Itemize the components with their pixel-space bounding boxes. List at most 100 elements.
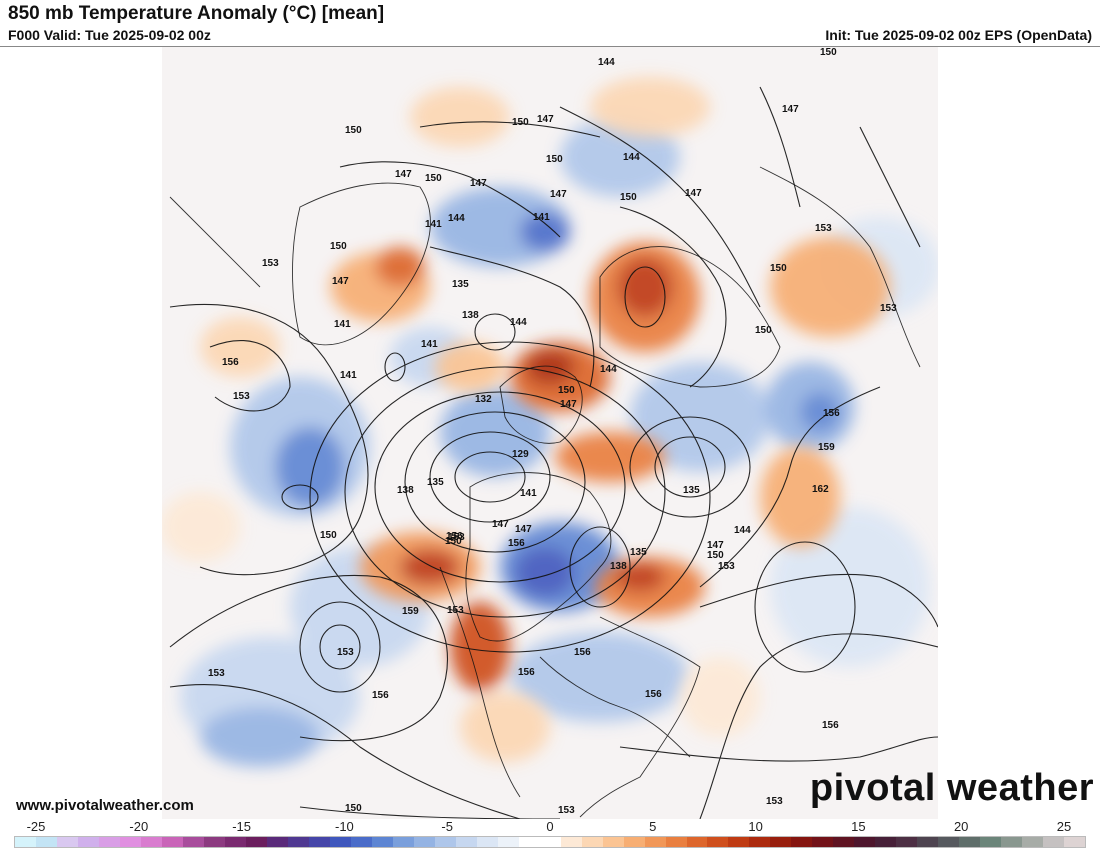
colorbar-swatch: [245, 837, 267, 847]
colorbar-swatch: [413, 837, 435, 847]
map-title: 850 mb Temperature Anomaly (°C) [mean]: [8, 3, 385, 24]
colorbar-tick: 15: [851, 819, 866, 834]
contour-label: 147: [685, 188, 702, 199]
contour-label: 150: [620, 192, 637, 203]
colorbar-swatch: [161, 837, 183, 847]
contour-label: 141: [520, 488, 537, 499]
colorbar-ticks: -25 -20 -15 -10 -5 0 5 10 15 20 25: [0, 819, 1100, 835]
contour-label: 150: [320, 530, 337, 541]
contour-label: 156: [823, 408, 840, 419]
colorbar-swatch: [770, 837, 792, 847]
contour-label: 147: [515, 524, 532, 535]
contour-label: 153: [766, 796, 783, 807]
contour-label: 147: [395, 169, 412, 180]
contour-label: 153: [880, 303, 897, 314]
colorbar-swatch: [707, 837, 729, 847]
contour-label: 150: [445, 536, 462, 547]
contour-label: 153: [337, 647, 354, 658]
contour-label: 147: [492, 519, 509, 530]
colorbar-swatch: [791, 837, 813, 847]
colorbar-swatch: [833, 837, 855, 847]
colorbar-swatch: [77, 837, 99, 847]
colorbar-tick: 25: [1056, 819, 1072, 834]
contour-label: 153: [447, 605, 464, 616]
colorbar-swatch: [56, 837, 78, 847]
contour-label: 153: [815, 223, 832, 234]
contour-label: 159: [818, 442, 835, 453]
colorbar: [14, 836, 1086, 848]
contour-label: 141: [340, 370, 357, 381]
colorbar-swatch: [980, 837, 1002, 847]
colorbar-swatch: [959, 837, 981, 847]
colorbar-tick: -5: [441, 819, 453, 834]
colorbar-swatch: [665, 837, 687, 847]
contour-label: 141: [533, 212, 550, 223]
colorbar-swatch: [938, 837, 960, 847]
contour-label: 156: [222, 357, 239, 368]
colorbar-swatch: [140, 837, 162, 847]
contour-label: 138: [397, 485, 414, 496]
contour-label: 135: [683, 485, 700, 496]
contour-label: 156: [574, 647, 591, 658]
contour-label: 156: [518, 667, 535, 678]
colorbar-swatch: [119, 837, 141, 847]
colorbar-tick: -25: [26, 819, 46, 834]
colorbar-swatch: [728, 837, 750, 847]
colorbar-swatch: [896, 837, 918, 847]
contour-label: 150: [755, 325, 772, 336]
contour-label: 144: [448, 213, 465, 224]
contour-label: 141: [334, 319, 351, 330]
contour-label: 144: [600, 364, 617, 375]
colorbar-swatch: [497, 837, 519, 847]
contour-label: 156: [822, 720, 839, 731]
colorbar-swatch: [266, 837, 288, 847]
contour-label: 153: [208, 668, 225, 679]
contour-label: 150: [345, 803, 362, 814]
colorbar-swatch: [854, 837, 876, 847]
colorbar-swatch: [35, 837, 57, 847]
colorbar-swatch: [98, 837, 120, 847]
colorbar-tick: -10: [334, 819, 354, 834]
map-canvas: 150 144 147 150 144 147 150 147 150 147 …: [162, 47, 938, 819]
colorbar-swatch: [308, 837, 330, 847]
contour-label: 156: [446, 531, 463, 542]
colorbar-swatch: [1022, 837, 1044, 847]
contour-label: 144: [623, 152, 640, 163]
contour-label: 150: [330, 241, 347, 252]
contour-label: 162: [812, 484, 829, 495]
contour-label: 153: [262, 258, 279, 269]
contour-label: 147: [550, 189, 567, 200]
colorbar-swatch: [203, 837, 225, 847]
contour-label: 129: [512, 449, 529, 460]
contour-label: 144: [734, 525, 751, 536]
brand-logo: pivotal weather: [809, 767, 1094, 809]
colorbar-swatch: [455, 837, 477, 847]
contour-label: 150: [546, 154, 563, 165]
colorbar-swatch: [392, 837, 414, 847]
colorbar-swatch: [917, 837, 939, 847]
contour-label: 156: [645, 689, 662, 700]
contour-label: 156: [372, 690, 389, 701]
contour-label: 141: [425, 219, 442, 230]
colorbar-swatch: [1043, 837, 1065, 847]
valid-time: F000 Valid: Tue 2025-09-02 00z: [8, 27, 211, 43]
contour-label: 144: [598, 57, 615, 68]
colorbar-tick: 5: [649, 819, 657, 834]
colorbar-tick: 0: [546, 819, 554, 834]
colorbar-swatch: [812, 837, 834, 847]
colorbar-swatch: [287, 837, 309, 847]
contour-label: 147: [707, 540, 724, 551]
colorbar-swatch: [15, 837, 36, 847]
contour-label: 147: [782, 104, 799, 115]
contour-label: 141: [421, 339, 438, 350]
contour-label: 150: [558, 385, 575, 396]
colorbar-tick: 10: [748, 819, 763, 834]
contour-label: 138: [462, 310, 479, 321]
contour-label: 159: [402, 606, 419, 617]
colorbar-swatch: [560, 837, 582, 847]
init-time: Init: Tue 2025-09-02 00z EPS (OpenData): [825, 27, 1092, 43]
colorbar-swatch: [476, 837, 498, 847]
colorbar-swatch: [224, 837, 246, 847]
colorbar-swatch: [434, 837, 456, 847]
contour-label: 144: [510, 317, 527, 328]
